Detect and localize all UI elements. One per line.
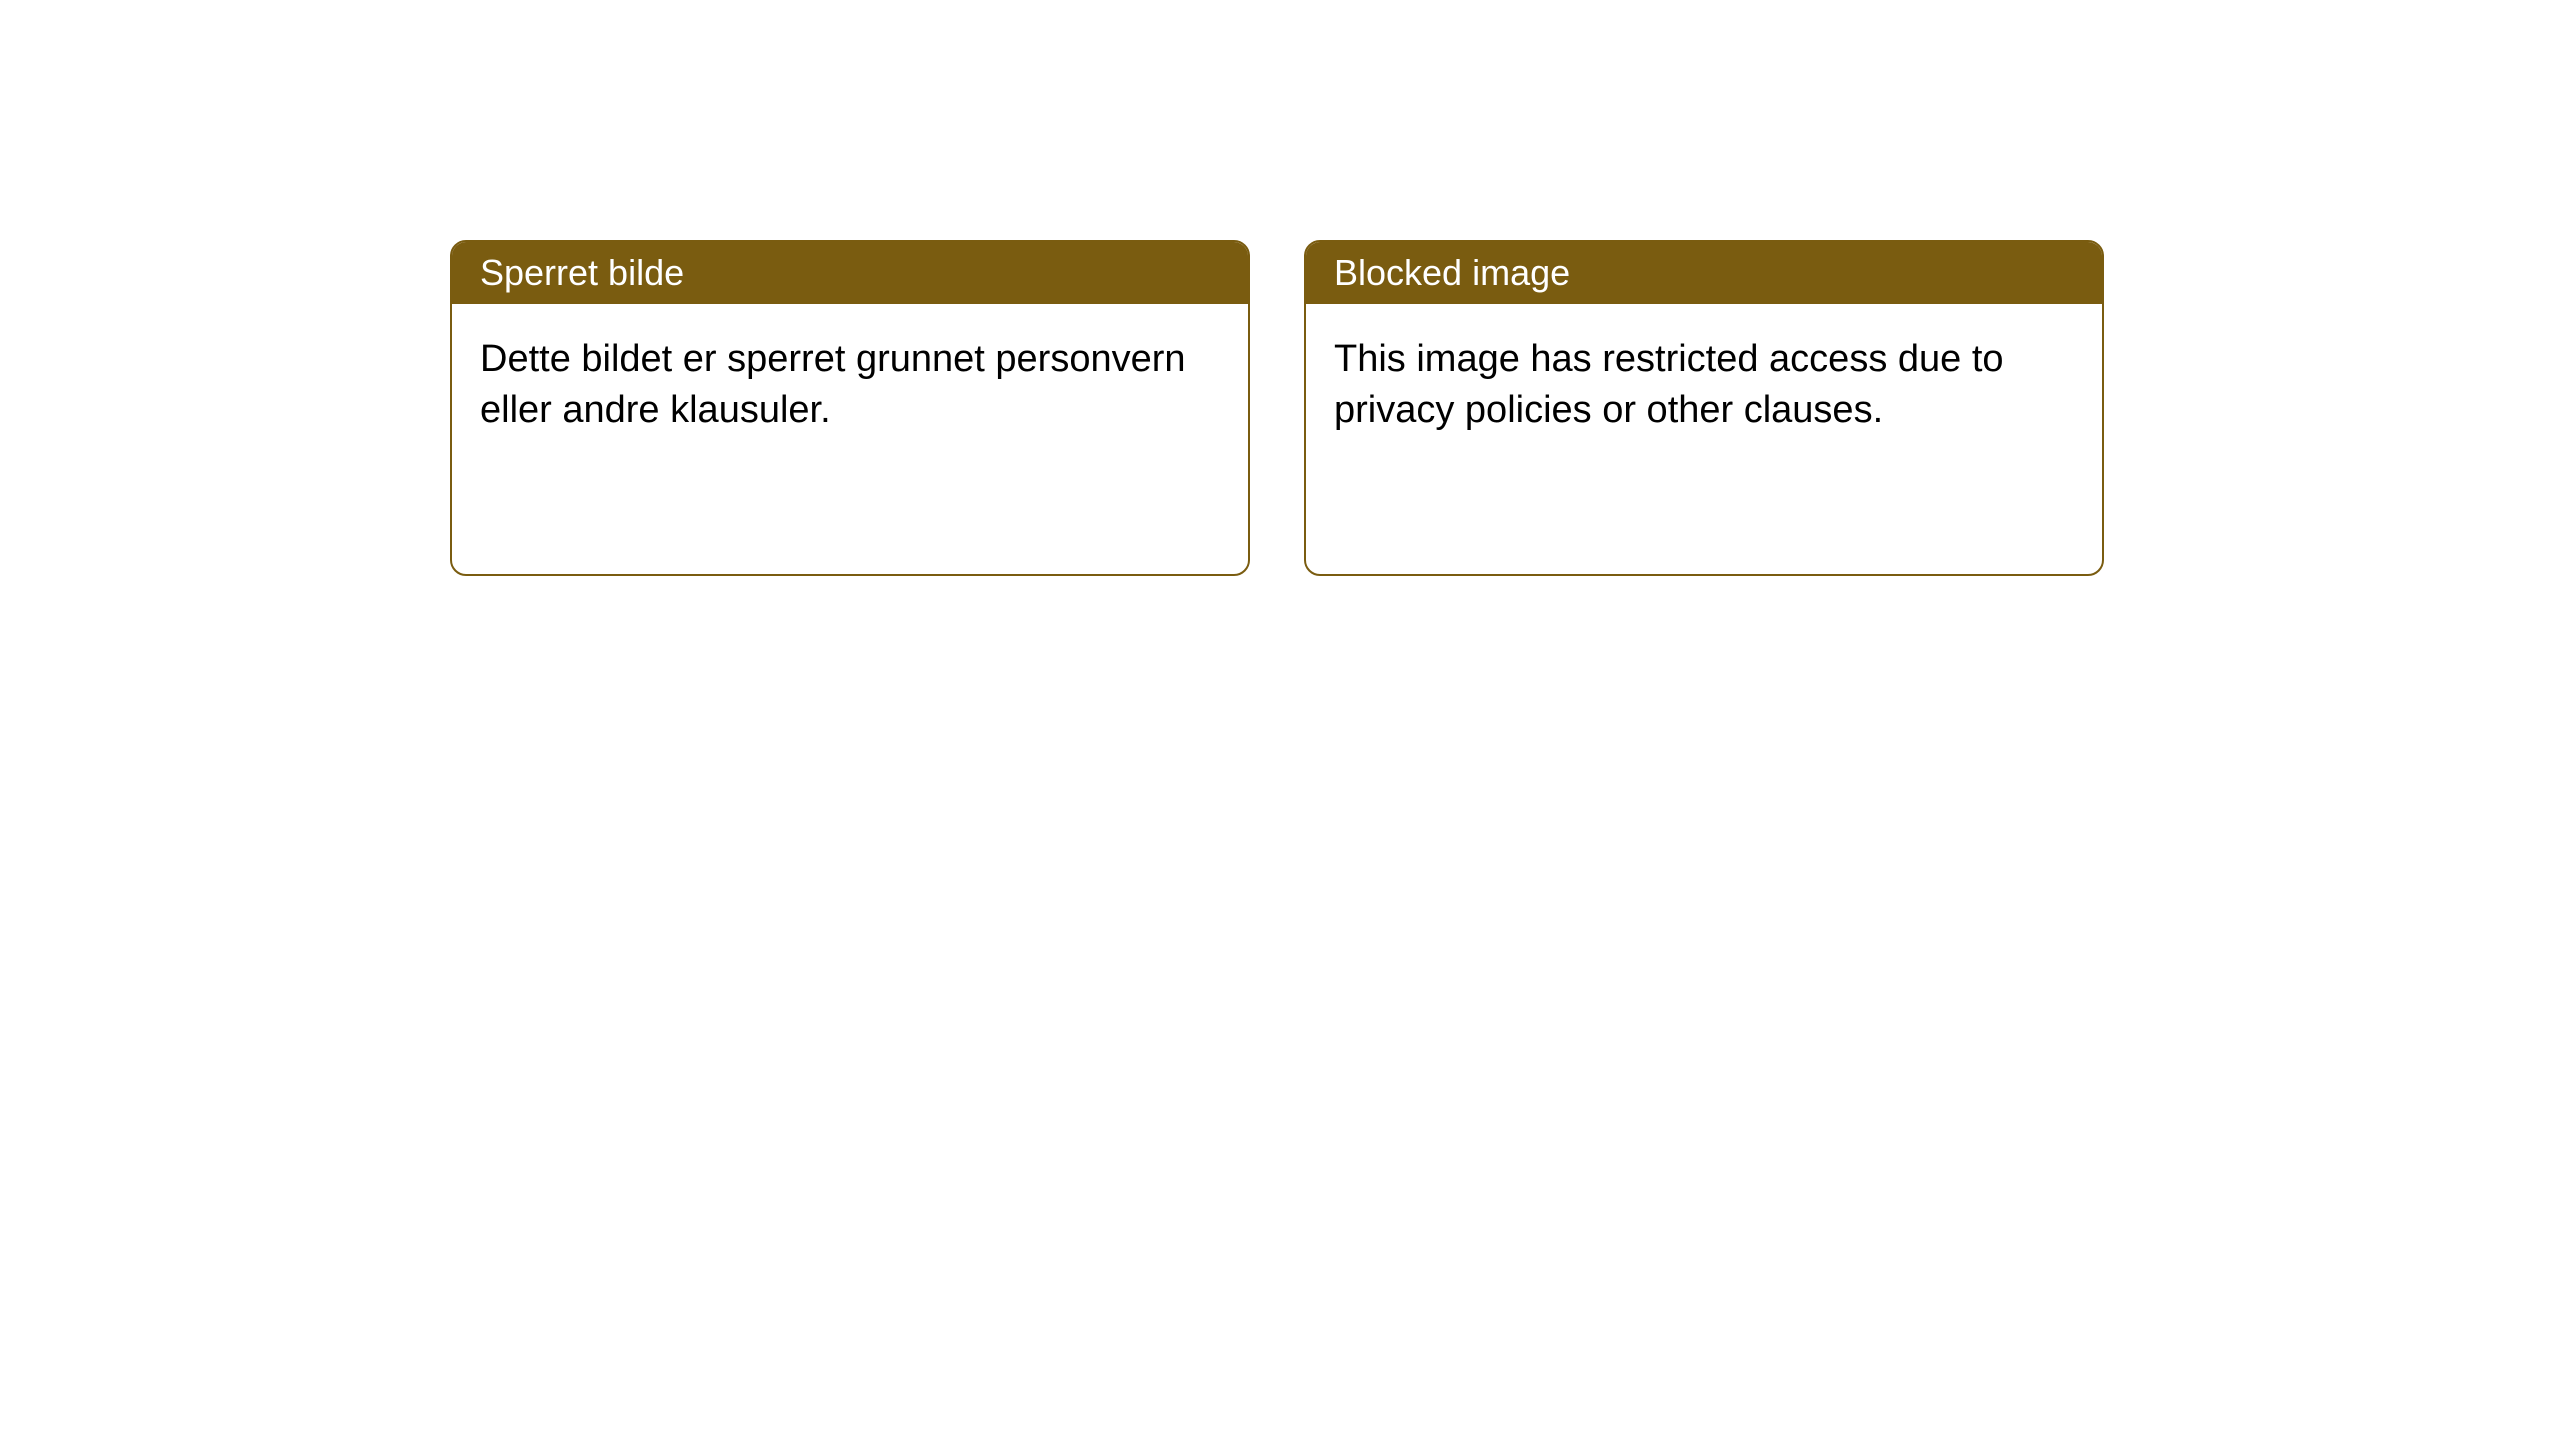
card-body-norwegian: Dette bildet er sperret grunnet personve… <box>452 304 1248 574</box>
card-header-english: Blocked image <box>1306 242 2102 304</box>
card-header-norwegian: Sperret bilde <box>452 242 1248 304</box>
notice-card-norwegian: Sperret bilde Dette bildet er sperret gr… <box>450 240 1250 576</box>
notice-cards-container: Sperret bilde Dette bildet er sperret gr… <box>0 0 2560 576</box>
card-body-english: This image has restricted access due to … <box>1306 304 2102 574</box>
notice-card-english: Blocked image This image has restricted … <box>1304 240 2104 576</box>
